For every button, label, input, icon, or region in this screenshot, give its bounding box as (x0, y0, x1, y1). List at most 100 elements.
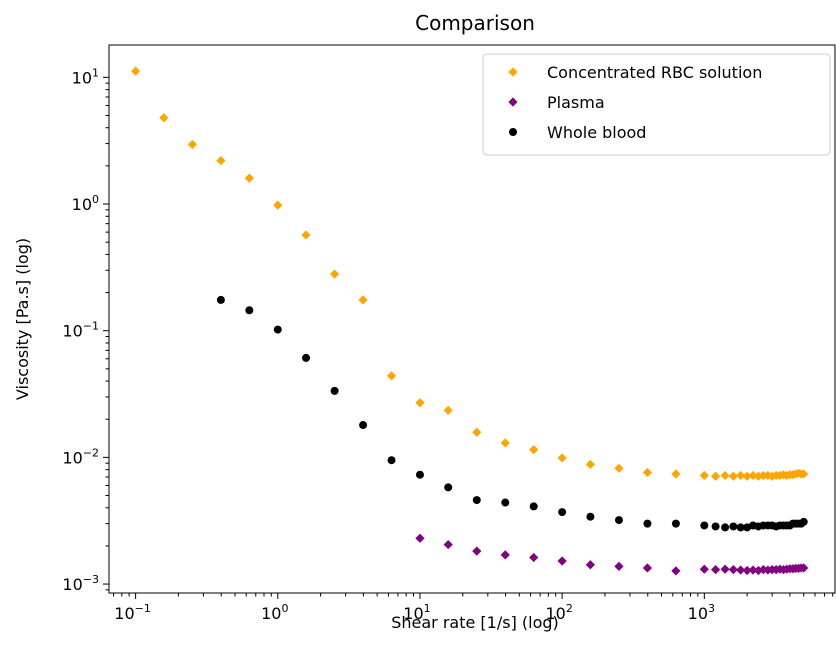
legend-label: Concentrated RBC solution (547, 63, 762, 82)
data-point (273, 325, 282, 334)
y-tick-label: 10−2 (62, 446, 99, 467)
data-point (529, 445, 539, 455)
data-point (758, 565, 768, 575)
x-tick-label: 103 (688, 602, 715, 623)
data-point (736, 470, 746, 481)
data-point (443, 405, 453, 415)
y-axis: 10−3 10−2 10−1 100 101 (62, 66, 109, 594)
data-point (700, 521, 709, 530)
legend-entry: Whole blood (509, 123, 646, 142)
data-point (614, 516, 623, 525)
data-point (558, 508, 567, 517)
data-point (671, 519, 680, 528)
data-point (614, 463, 624, 473)
data-point (415, 398, 425, 408)
x-tick-label: 102 (545, 602, 572, 623)
data-point (711, 522, 720, 531)
data-point (753, 471, 763, 481)
data-point (736, 523, 745, 532)
plot-area (108, 44, 836, 594)
data-point (799, 469, 809, 479)
legend-entry: Concentrated RBC solution (508, 63, 762, 82)
x-tick-label: 101 (403, 602, 430, 623)
series-whole-blood (216, 295, 808, 532)
data-point (330, 269, 340, 279)
data-point (586, 512, 595, 521)
chart-title: Comparison (415, 11, 535, 35)
data-point (444, 483, 453, 492)
x-axis-label: Shear rate [1/s] (log) (391, 613, 559, 632)
data-point (585, 560, 595, 570)
data-point (387, 456, 396, 465)
data-point (472, 496, 481, 505)
data-point (729, 522, 738, 531)
y-axis-label: Viscosity [Pa.s] (log) (13, 238, 32, 400)
series-concentrated-rbc-solution (131, 66, 809, 481)
legend-label: Plasma (547, 93, 605, 112)
data-point (614, 561, 624, 571)
data-point (643, 519, 652, 528)
data-point (699, 564, 709, 574)
data-point (720, 564, 730, 574)
legend-box (482, 53, 831, 156)
data-marks (131, 66, 809, 576)
data-point (763, 565, 773, 575)
data-point (742, 565, 752, 576)
data-point (799, 517, 808, 526)
legend-entries: Concentrated RBC solution Plasma Whole blo… (508, 63, 762, 142)
legend: Concentrated RBC solution Plasma Whole blo… (482, 53, 831, 156)
y-tick-label: 100 (72, 193, 99, 214)
data-point (753, 565, 763, 576)
axes-frame (108, 44, 836, 594)
data-point (443, 539, 453, 550)
data-point (742, 471, 752, 481)
data-point (301, 230, 311, 240)
data-point (710, 471, 721, 481)
data-point (529, 502, 538, 511)
data-point (302, 353, 311, 362)
legend-label: Whole blood (547, 123, 646, 142)
data-point (799, 563, 809, 573)
data-point (642, 563, 653, 573)
data-point (671, 566, 681, 576)
x-tick-label: 10−1 (114, 602, 151, 623)
data-point (359, 421, 368, 430)
y-tick-label: 101 (72, 66, 99, 87)
data-point (386, 371, 397, 381)
data-point (131, 66, 141, 76)
data-point (671, 469, 681, 479)
legend-marker (509, 128, 517, 136)
data-point (699, 470, 709, 481)
data-point (721, 523, 730, 532)
data-point (330, 386, 339, 395)
data-point (187, 139, 198, 150)
data-point (415, 533, 425, 543)
data-point (720, 470, 730, 481)
data-point (748, 565, 758, 575)
data-point (728, 471, 738, 481)
data-point (557, 556, 567, 566)
data-point (273, 200, 283, 210)
data-point (529, 552, 539, 563)
data-point (585, 459, 595, 470)
data-point (642, 467, 653, 478)
data-point (245, 306, 254, 315)
y-tick-label: 10−3 (62, 573, 99, 594)
x-tick-label: 100 (261, 602, 288, 623)
legend-entry: Plasma (508, 93, 605, 112)
data-point (216, 156, 226, 166)
data-point (159, 113, 169, 123)
data-point (748, 470, 758, 481)
data-point (557, 453, 567, 463)
data-point (472, 427, 482, 437)
data-point (728, 565, 738, 575)
data-point (736, 565, 746, 575)
data-point (216, 295, 225, 304)
series-plasma (415, 533, 809, 576)
data-point (500, 438, 510, 448)
legend-marker (508, 97, 518, 107)
y-tick-label: 10−1 (62, 320, 99, 341)
data-point (710, 565, 721, 575)
data-point (501, 498, 510, 507)
